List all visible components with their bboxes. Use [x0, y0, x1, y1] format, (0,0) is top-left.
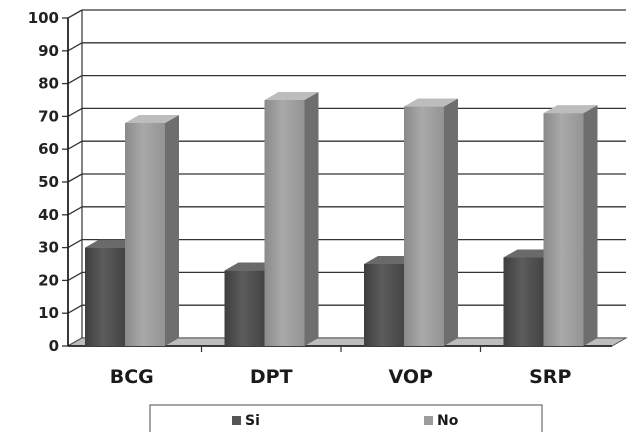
y-tick-label: 70 [38, 107, 59, 125]
gridline-side [67, 271, 83, 281]
gridline-side [67, 206, 83, 216]
bar-front [364, 264, 404, 346]
bars [85, 92, 598, 347]
bar-no-vop [404, 98, 458, 346]
category-label: VOP [389, 366, 434, 388]
legend: Si No [149, 404, 543, 432]
legend-swatch-no [424, 416, 433, 425]
gridline-side [67, 239, 83, 249]
y-tick-label: 30 [38, 239, 59, 257]
bar-top [543, 105, 598, 114]
y-tick-label: 60 [38, 140, 59, 158]
category-label: BCG [110, 366, 154, 388]
bar-front [125, 122, 165, 347]
category-labels: BCG DPT VOP SRP [110, 366, 572, 388]
y-tick-labels: 0 10 20 30 40 50 60 70 80 90 100 [28, 9, 59, 355]
y-tick-label: 50 [38, 173, 59, 191]
bar-front [264, 100, 305, 346]
bar-side [583, 105, 598, 347]
bar-front [404, 106, 444, 346]
gridline-side [67, 140, 83, 150]
legend-label-si: Si [245, 413, 260, 429]
y-tick-label: 20 [38, 271, 59, 289]
gridline-side [67, 173, 83, 183]
gridline-side [67, 75, 83, 85]
y-tick-label: 80 [38, 75, 59, 93]
bar-front [543, 113, 584, 347]
bar-top [264, 92, 319, 100]
gridline-side [67, 9, 83, 19]
gridline-side [67, 42, 83, 52]
gridline-side [67, 107, 83, 117]
legend-swatch-si [232, 416, 241, 425]
bar-no-bcg [125, 114, 179, 347]
bar-side [304, 92, 319, 346]
bar-no-dpt [264, 92, 319, 346]
bar-no-srp [543, 105, 598, 347]
category-label: DPT [250, 366, 293, 388]
bar-top [404, 98, 458, 107]
legend-label-no: No [437, 413, 459, 429]
bar-side [165, 114, 179, 347]
y-tick-label: 10 [38, 304, 59, 322]
y-tick-label: 90 [38, 42, 59, 60]
y-tick-label: 100 [28, 9, 59, 27]
category-label: SRP [529, 366, 571, 388]
y-tick-label: 40 [38, 206, 59, 224]
bar-front [224, 270, 265, 346]
bar-front [85, 247, 125, 346]
bar-front [503, 257, 544, 346]
legend-box [149, 404, 543, 432]
y-tick-label: 0 [49, 337, 59, 355]
bar-side [444, 98, 458, 346]
bar-top [125, 114, 179, 123]
gridline-side [67, 304, 83, 314]
